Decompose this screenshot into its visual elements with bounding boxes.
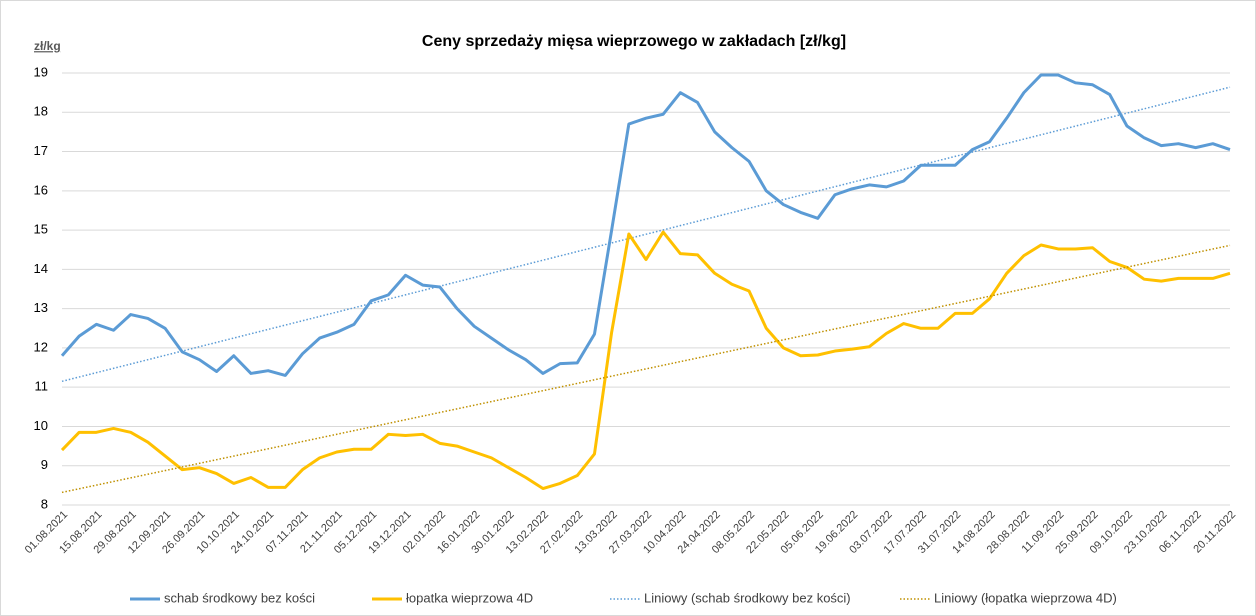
trendline	[61, 244, 1231, 494]
y-tick-label: 8	[41, 496, 48, 511]
y-tick-label: 11	[35, 379, 49, 394]
line-series	[60, 73, 1231, 377]
y-tick-label: 16	[34, 182, 48, 197]
y-tick-label: 12	[34, 339, 48, 354]
line-series	[60, 230, 1231, 491]
y-tick-label: 9	[41, 457, 48, 472]
legend-label: Liniowy (schab środkowy bez kości)	[644, 590, 851, 605]
y-tick-label: 19	[34, 64, 48, 79]
y-tick-label: 13	[34, 300, 48, 315]
legend-label: łopatka wieprzowa 4D	[406, 590, 533, 605]
legend-label: Liniowy (łopatka wieprzowa 4D)	[934, 590, 1117, 605]
trendline	[61, 86, 1231, 383]
legend-label: schab środkowy bez kości	[164, 590, 315, 605]
y-tick-label: 10	[34, 418, 48, 433]
y-tick-label: 17	[34, 143, 48, 158]
y-tick-label: 14	[34, 261, 48, 276]
y-tick-label: 15	[34, 222, 48, 237]
y-axis-label: zł/kg	[34, 39, 61, 53]
chart-title: Ceny sprzedaży mięsa wieprzowego w zakła…	[422, 33, 846, 50]
y-tick-label: 18	[34, 104, 48, 119]
